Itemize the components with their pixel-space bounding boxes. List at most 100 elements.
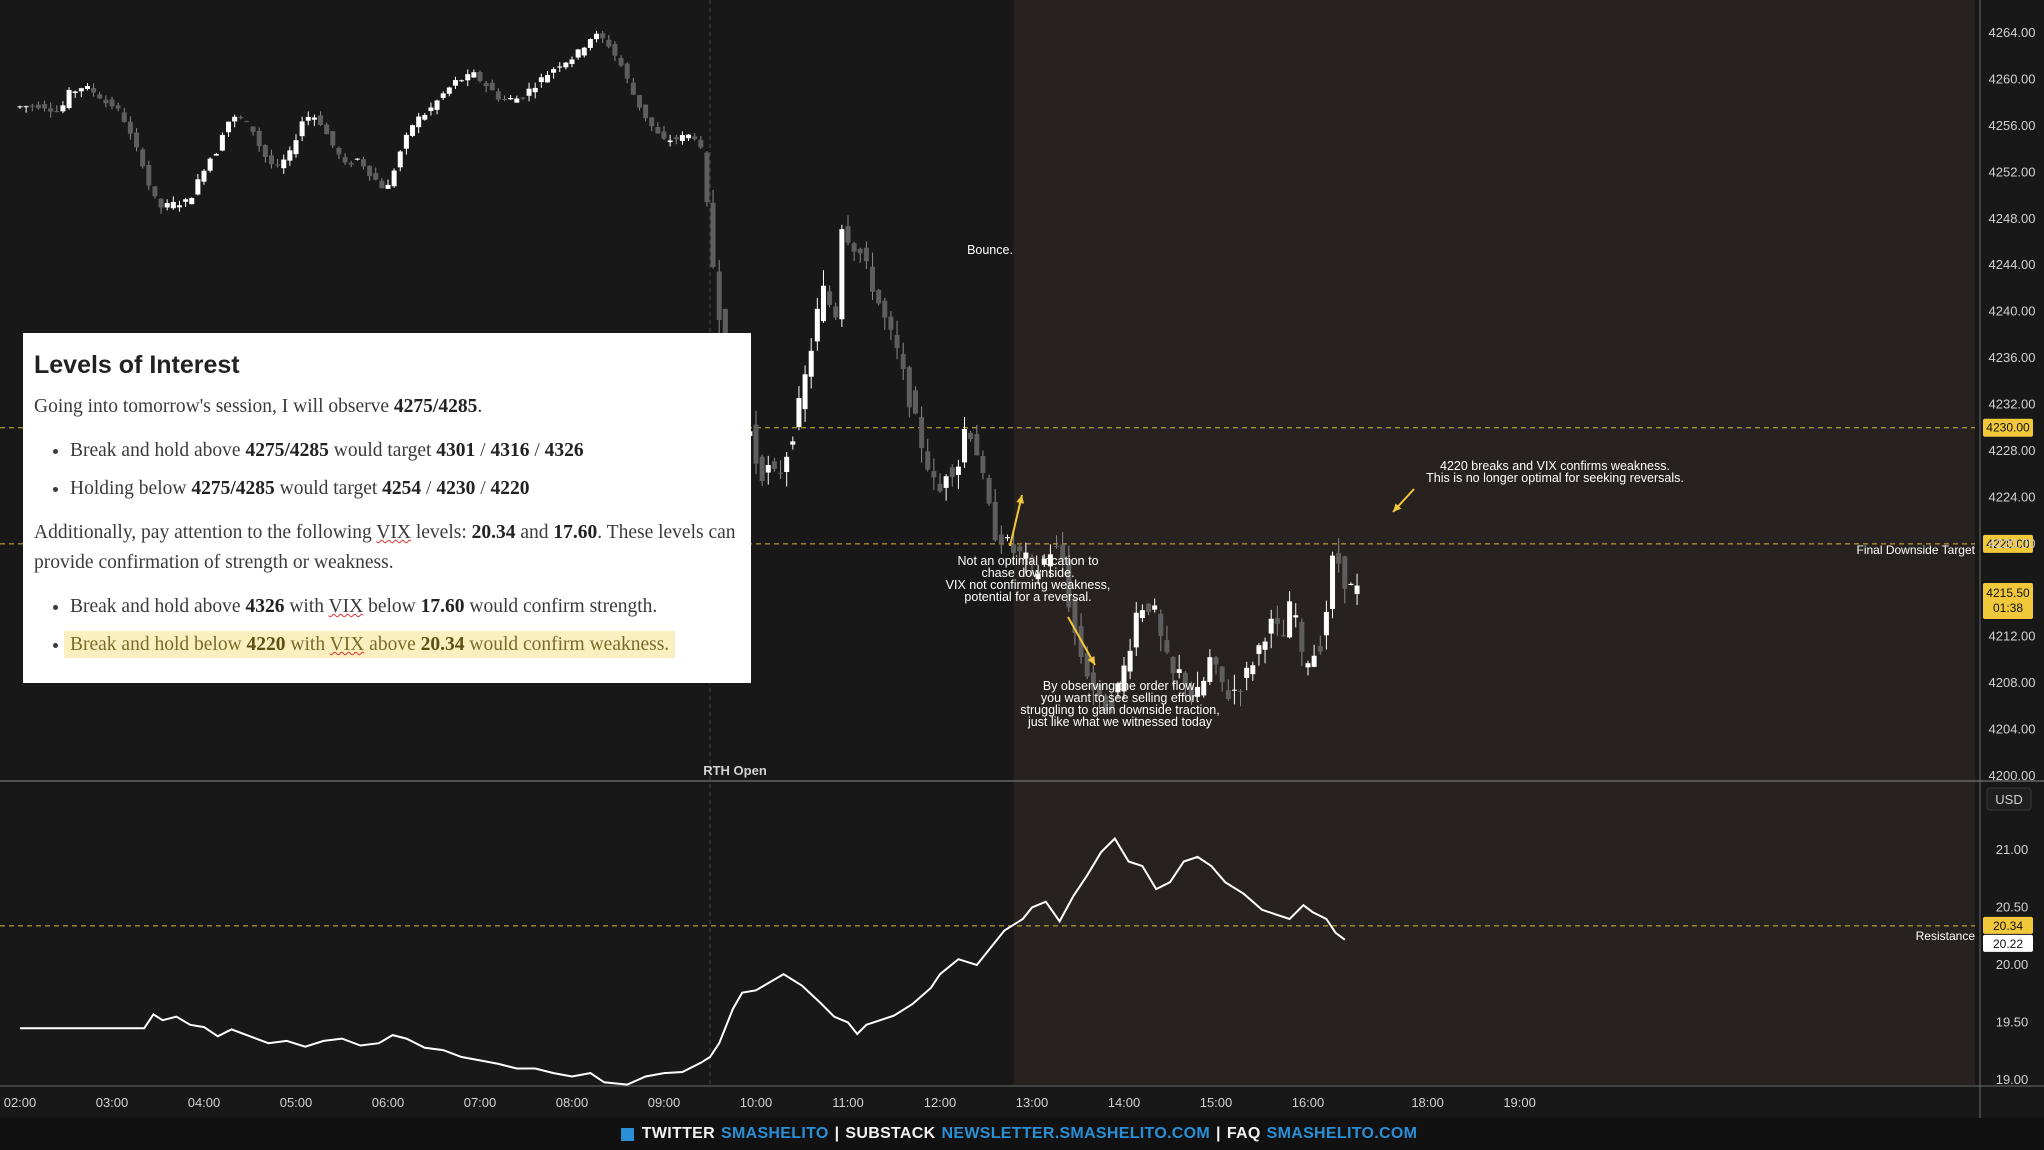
price-axis-label: 4240.00 xyxy=(1989,304,2036,319)
final-downside-target-label: Final Downside Target xyxy=(1856,543,1975,557)
candle-body xyxy=(1072,598,1078,633)
candle-body xyxy=(790,441,796,445)
candle-body xyxy=(48,108,54,112)
candle-body xyxy=(1348,583,1354,585)
time-axis-label: 08:00 xyxy=(556,1095,589,1110)
candle-body xyxy=(765,465,771,473)
candle-body xyxy=(538,77,544,83)
candle-body xyxy=(937,483,943,492)
candle-body xyxy=(1311,655,1317,667)
price-axis-label: 4204.00 xyxy=(1989,722,2036,737)
candle-body xyxy=(814,308,820,342)
price-axis-label: 4252.00 xyxy=(1989,164,2036,179)
order-flow-note: you want to see selling effort xyxy=(1041,691,1200,705)
price-axis-label: 4208.00 xyxy=(1989,675,2036,690)
candle-body xyxy=(256,130,262,147)
candle-body xyxy=(330,131,336,146)
candle-body xyxy=(84,86,90,89)
bullet-holding-below: Holding below 4275/4285 would target 425… xyxy=(70,474,740,504)
not-optimal-arrow xyxy=(1009,494,1023,547)
candle-body xyxy=(692,136,698,140)
currency-label: USD xyxy=(1995,792,2022,807)
price-axis-label: 4200.00 xyxy=(1989,768,2036,783)
countdown-label: 01:38 xyxy=(1993,601,2023,615)
price-axis-label: 4260.00 xyxy=(1989,71,2036,86)
price-axis-label: 4232.00 xyxy=(1989,397,2036,412)
breaks-note: This is no longer optimal for seeking re… xyxy=(1426,471,1684,485)
substack-link[interactable]: NEWSLETTER.SMASHELITO.COM xyxy=(941,1125,1211,1142)
time-axis-label: 19:00 xyxy=(1503,1095,1536,1110)
candle-body xyxy=(502,99,508,101)
candle-body xyxy=(1195,686,1201,697)
candle-body xyxy=(1103,695,1109,712)
level-4230-tag xyxy=(1983,418,2033,437)
candle-body xyxy=(1054,546,1060,548)
candle-body xyxy=(23,106,29,108)
price-axis-label: 4248.00 xyxy=(1989,211,2036,226)
candle-body xyxy=(906,367,912,408)
candle-body xyxy=(489,82,495,91)
candle-body xyxy=(1127,650,1133,672)
candle-body xyxy=(360,159,366,167)
candle-body xyxy=(244,121,250,123)
candle-body xyxy=(268,155,274,165)
candle-body xyxy=(1188,684,1194,700)
vix-last-tag xyxy=(1983,934,2033,952)
currency-box[interactable] xyxy=(1986,787,2032,811)
order-flow-arrow-head xyxy=(1087,656,1095,665)
candle-body xyxy=(624,63,630,79)
bullet-break-above: Break and hold above 4275/4285 would tar… xyxy=(70,436,740,466)
candle-body xyxy=(1336,553,1342,564)
candle-body xyxy=(1084,653,1090,677)
candle-body xyxy=(1011,544,1017,554)
candle-body xyxy=(618,57,624,66)
candle-body xyxy=(1146,603,1152,612)
candle-body xyxy=(183,199,189,202)
candle-body xyxy=(201,170,207,182)
twitter-handle-link[interactable]: SMASHELITO xyxy=(721,1125,829,1142)
candle-body xyxy=(1219,666,1225,683)
vix-series-line xyxy=(20,836,1346,1086)
candle-body xyxy=(1121,665,1127,692)
footer-separator: | xyxy=(834,1125,840,1142)
candle-body xyxy=(1305,663,1311,668)
candle-body xyxy=(250,126,256,132)
vix-axis-label: 19.50 xyxy=(1996,1015,2029,1030)
candle-body xyxy=(367,165,373,177)
candle-body xyxy=(857,248,863,254)
candle-body xyxy=(146,165,152,186)
candle-body xyxy=(943,476,949,488)
candle-body xyxy=(1244,667,1250,678)
candle-body xyxy=(1330,555,1336,609)
candle-body xyxy=(876,289,882,304)
candle-body xyxy=(1090,672,1096,691)
candle-body xyxy=(912,390,918,414)
candle-body xyxy=(1041,558,1047,565)
rth-open-label: RTH Open xyxy=(703,763,767,778)
candle-body xyxy=(612,44,618,56)
bullet-confirm-strength: Break and hold above 4326 with VIX below… xyxy=(70,592,740,622)
candle-body xyxy=(1133,612,1139,648)
order-flow-note: struggling to gain downside traction, xyxy=(1020,703,1219,717)
candle-body xyxy=(1066,558,1072,608)
candle-body xyxy=(459,80,465,82)
faq-link[interactable]: SMASHELITO.COM xyxy=(1266,1125,1418,1142)
candle-body xyxy=(686,134,692,139)
candle-body xyxy=(275,164,281,166)
twitter-icon xyxy=(620,1127,634,1141)
candle-body xyxy=(127,121,133,134)
candle-body xyxy=(1060,544,1066,560)
candle-body xyxy=(354,158,360,160)
time-axis-label: 13:00 xyxy=(1016,1095,1049,1110)
candle-body xyxy=(281,159,287,169)
candle-body xyxy=(232,116,238,122)
breaks-arrow-head xyxy=(1393,503,1402,512)
candle-body xyxy=(1004,537,1010,539)
not-optimal-note: VIX not confirming weakness, xyxy=(946,578,1111,592)
candle-body xyxy=(722,308,728,357)
candle-body xyxy=(1035,573,1041,580)
panel-intro: Going into tomorrow's session, I will ob… xyxy=(34,396,483,417)
time-axis-label: 05:00 xyxy=(280,1095,313,1110)
